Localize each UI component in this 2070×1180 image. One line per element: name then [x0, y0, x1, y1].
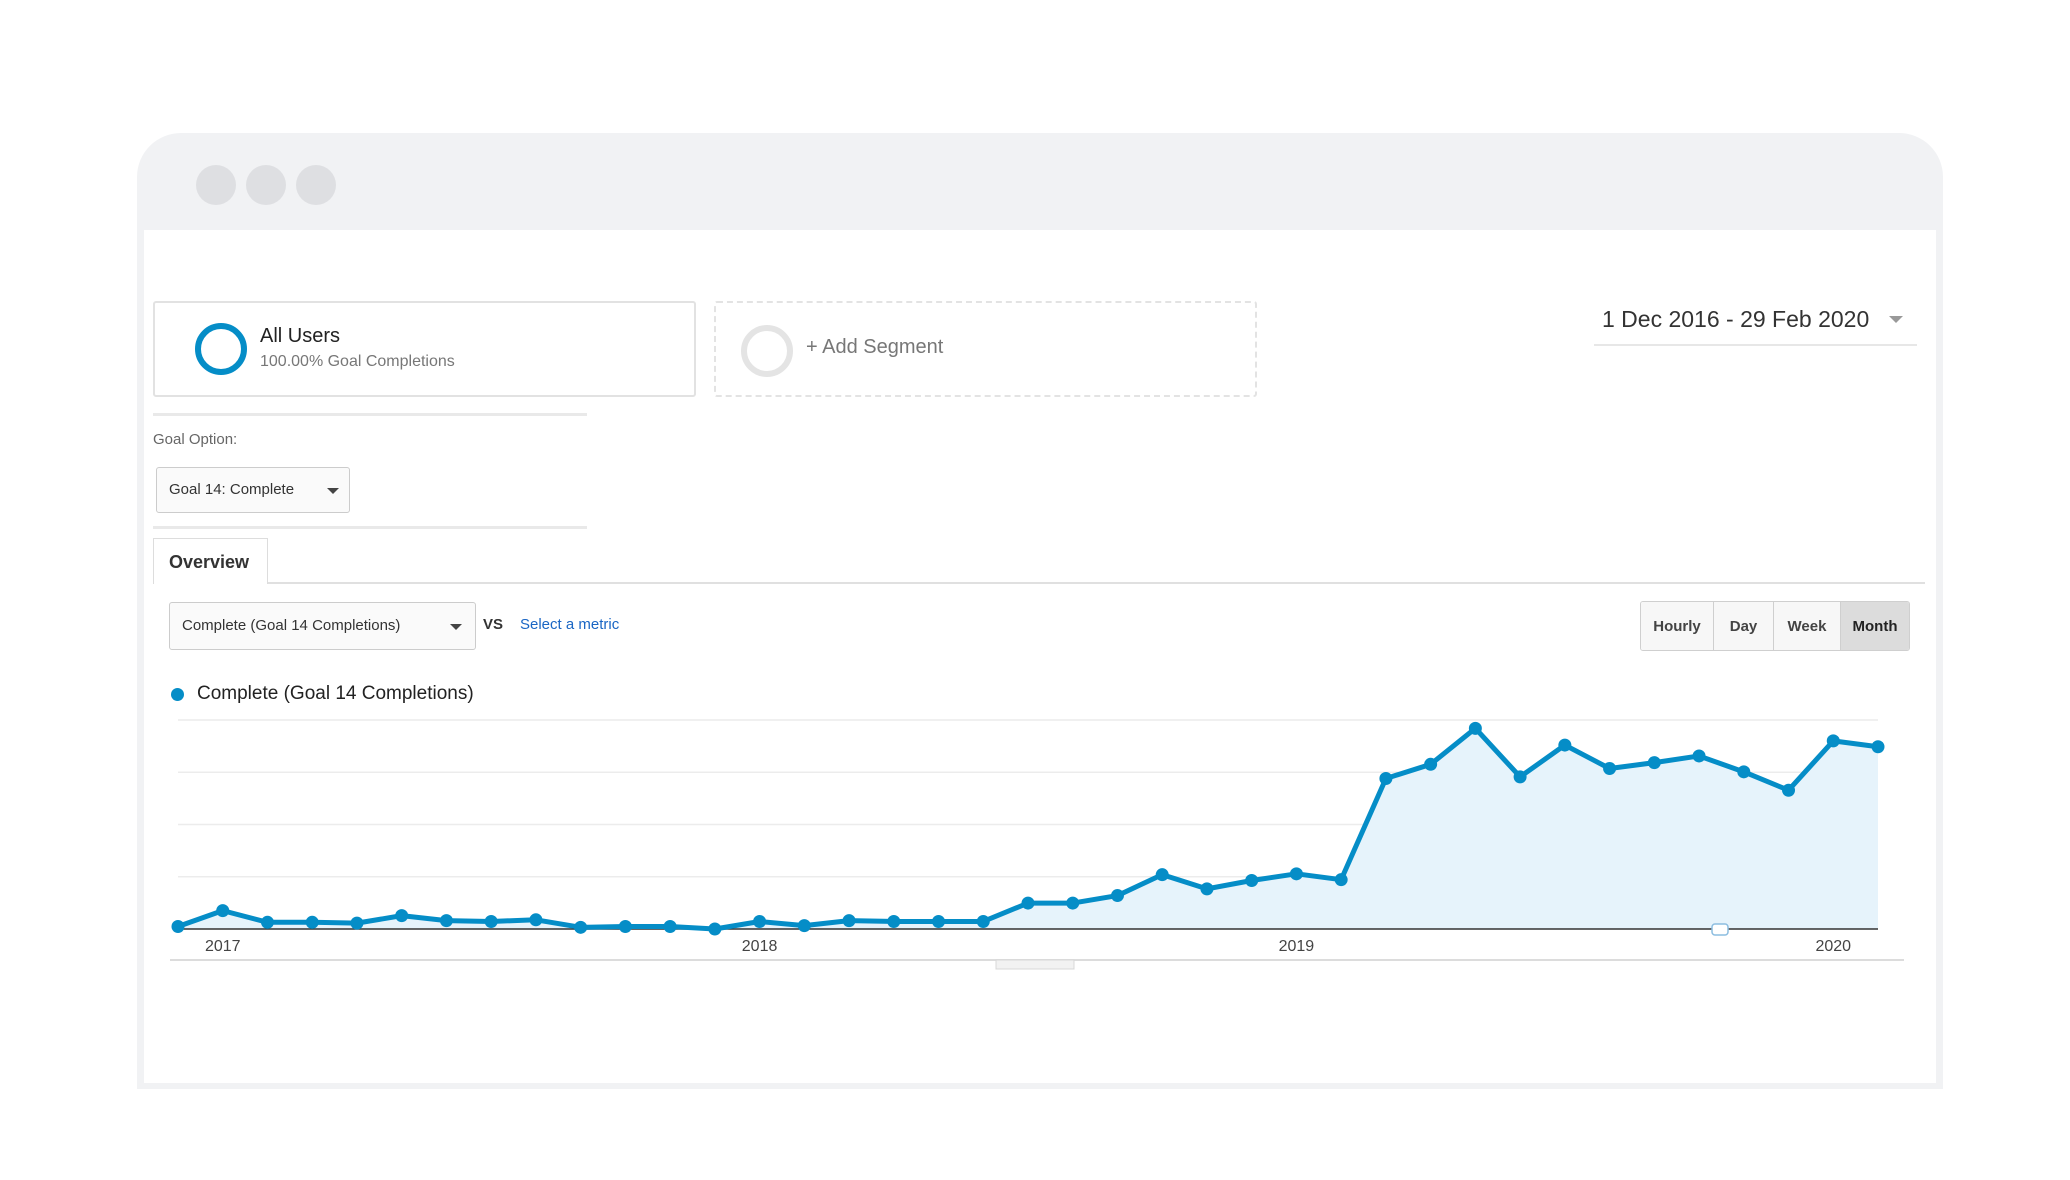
segment-subtitle: 100.00% Goal Completions — [260, 353, 455, 370]
select-metric-link[interactable]: Select a metric — [520, 616, 620, 633]
data-point — [574, 920, 588, 934]
data-point — [305, 915, 319, 929]
data-point — [216, 904, 230, 918]
granularity-week-button[interactable]: Week — [1774, 602, 1841, 650]
chevron-down-icon — [1889, 316, 1903, 323]
metric-select-value: Complete (Goal 14 Completions) — [182, 617, 401, 634]
annotation-marker-icon — [1711, 923, 1729, 936]
data-point — [1155, 868, 1169, 882]
window-dot-2 — [246, 165, 286, 205]
data-point — [439, 914, 453, 928]
data-point — [1379, 772, 1393, 786]
x-tick-label: 2019 — [1279, 938, 1315, 955]
x-tick-label: 2018 — [742, 938, 778, 955]
dropdown-arrow-icon — [327, 488, 339, 494]
x-tick-label: 2020 — [1815, 938, 1851, 955]
data-point — [1782, 783, 1796, 797]
tab-bar-line — [268, 582, 1925, 584]
data-point — [797, 919, 811, 933]
data-point — [932, 914, 946, 928]
goal-option-select[interactable]: Goal 14: Complete — [156, 467, 350, 513]
chart-resize-handle — [995, 959, 1075, 970]
data-point — [1647, 756, 1661, 770]
date-range-picker[interactable]: 1 Dec 2016 - 29 Feb 2020 — [1594, 304, 1917, 346]
data-point — [1245, 874, 1259, 888]
data-point — [260, 915, 274, 929]
granularity-hourly-button[interactable]: Hourly — [1641, 602, 1714, 650]
data-point — [1110, 889, 1124, 903]
add-segment-label: + Add Segment — [806, 336, 944, 358]
segment-placeholder-ring-icon — [741, 325, 793, 377]
data-point — [976, 914, 990, 928]
tab-overview[interactable]: Overview — [153, 538, 268, 584]
data-point — [1066, 896, 1080, 910]
data-point — [618, 919, 632, 933]
data-point — [1289, 867, 1303, 881]
data-point — [1513, 770, 1527, 784]
divider — [153, 526, 587, 529]
goal-option-value: Goal 14: Complete — [169, 481, 295, 498]
granularity-selector: Hourly Day Week Month — [1640, 601, 1910, 651]
legend-marker — [171, 688, 184, 701]
tab-overview-label: Overview — [169, 552, 250, 572]
data-point — [1737, 765, 1751, 779]
date-range-text: 1 Dec 2016 - 29 Feb 2020 — [1602, 306, 1870, 332]
legend-series-name: Complete (Goal 14 Completions) — [197, 683, 474, 704]
data-point — [1558, 738, 1572, 752]
segment-ring-icon — [195, 323, 247, 375]
goal-option-label: Goal Option: — [153, 431, 238, 448]
data-point — [1692, 749, 1706, 763]
segment-name: All Users — [260, 325, 341, 347]
data-point — [1424, 757, 1438, 771]
data-point — [1021, 896, 1035, 910]
data-point — [350, 916, 364, 930]
data-point — [171, 919, 185, 933]
data-point — [395, 909, 409, 923]
data-point — [708, 922, 722, 936]
data-point — [484, 914, 498, 928]
data-point — [663, 919, 677, 933]
data-point — [842, 914, 856, 928]
analytics-panel: All Users 100.00% Goal Completions + Add… — [144, 230, 1936, 1083]
dropdown-arrow-icon — [450, 624, 462, 630]
x-tick-label: 2017 — [205, 938, 241, 955]
add-segment-button[interactable]: + Add Segment — [714, 301, 1257, 397]
data-point — [1200, 882, 1214, 896]
line-chart[interactable]: 2017 2018 2019 2020 — [144, 230, 1936, 1083]
data-point — [1871, 740, 1885, 754]
data-point — [1826, 734, 1840, 748]
data-point — [887, 914, 901, 928]
granularity-month-button[interactable]: Month — [1841, 602, 1909, 650]
divider — [153, 413, 587, 416]
vs-label: VS — [483, 616, 504, 633]
metric-select[interactable]: Complete (Goal 14 Completions) — [169, 602, 476, 650]
segment-all-users[interactable]: All Users 100.00% Goal Completions — [153, 301, 696, 397]
data-point — [1603, 761, 1617, 775]
series-area — [178, 728, 1878, 929]
window-dot-1 — [196, 165, 236, 205]
data-point — [529, 913, 543, 927]
data-point — [1468, 721, 1482, 735]
granularity-day-button[interactable]: Day — [1714, 602, 1774, 650]
data-point — [1334, 873, 1348, 887]
window-dot-3 — [296, 165, 336, 205]
browser-window: All Users 100.00% Goal Completions + Add… — [137, 133, 1943, 1089]
data-point — [753, 914, 767, 928]
